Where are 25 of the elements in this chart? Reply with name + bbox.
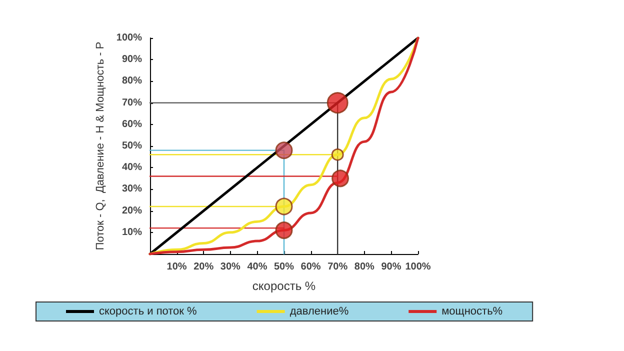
x-axis-title: скорость % [252, 279, 316, 293]
x-tick-label: 90% [381, 262, 402, 272]
x-tick-label: 40% [247, 262, 268, 272]
y-tick-label: 50% [122, 140, 142, 152]
y-tick-label: 70% [122, 97, 142, 108]
x-tick-label: 70% [328, 262, 348, 272]
legend-label: мощность% [442, 306, 503, 318]
y-tick-label: 40% [122, 162, 142, 174]
y-tick-label: 10% [122, 226, 142, 238]
x-tick-label: 80% [354, 262, 375, 272]
x-tick-label: 30% [220, 262, 241, 272]
legend-label: давление% [290, 306, 349, 318]
y-tick-label: 90% [122, 54, 142, 66]
y-tick-label: 100% [116, 32, 142, 44]
x-tick-label: 10% [166, 262, 187, 272]
y-axis-title: Поток - Q, Давление - H & Мощность - P [94, 42, 106, 250]
x-tick-label: 20% [194, 262, 214, 272]
x-tick-label: 100% [405, 262, 431, 272]
y-tick-label: 60% [122, 118, 142, 130]
legend-label: скорость и поток % [99, 306, 198, 318]
y-tick-label: 20% [122, 205, 142, 216]
y-tick-label: 30% [122, 184, 142, 195]
x-tick-label: 50% [274, 262, 294, 272]
y-tick-label: 80% [122, 76, 142, 87]
x-tick-label: 60% [300, 262, 321, 272]
